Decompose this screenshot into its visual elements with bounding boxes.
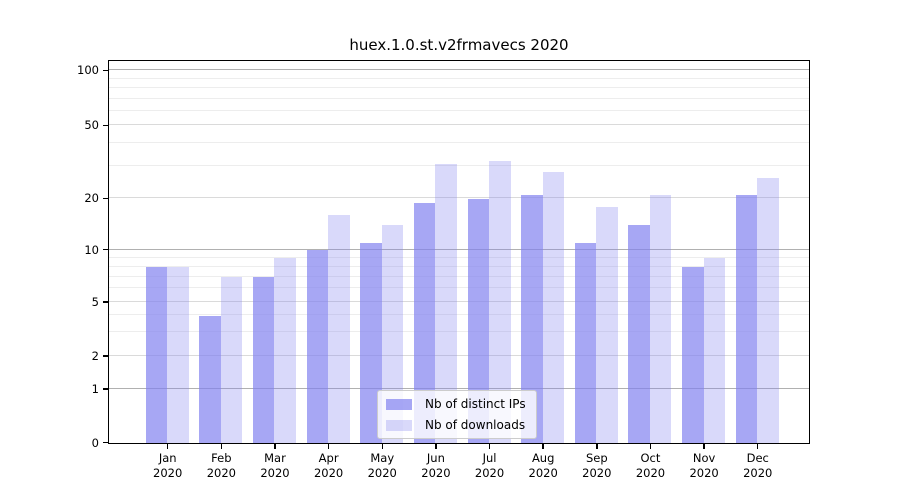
x-tick: [703, 444, 705, 449]
bar-jul-distinct-ips: [467, 198, 490, 443]
y-tick: [103, 197, 108, 200]
x-tick: [596, 444, 598, 449]
y-tick-label-50: 50: [84, 118, 99, 133]
bar-aug-distinct-ips: [521, 194, 543, 443]
y-tick-label-0: 0: [91, 435, 99, 450]
gridline-major-5: [109, 300, 809, 302]
gridline-minor-7: [109, 275, 809, 277]
bar-feb-downloads: [220, 277, 243, 443]
gridline-minor-90: [109, 77, 809, 79]
bar-nov-distinct-ips: [682, 267, 704, 443]
y-tick: [103, 388, 108, 390]
y-tick: [103, 301, 108, 303]
gridline-minor-4: [109, 314, 809, 316]
y-tick: [103, 124, 108, 127]
y-tick: [103, 355, 108, 357]
gridline-minor-80: [109, 87, 809, 88]
bar-may-distinct-ips: [360, 243, 382, 443]
legend-swatch-downloads: [386, 419, 412, 431]
legend-swatch-distinct-ips: [386, 398, 412, 410]
x-tick: [435, 444, 437, 449]
bar-oct-distinct-ips: [628, 225, 650, 443]
gridline-major-10: [109, 248, 809, 250]
gridline-major-50: [109, 124, 809, 126]
x-tick-label-jul: Jul 2020: [474, 451, 505, 480]
bar-dec-distinct-ips: [735, 194, 758, 443]
x-tick: [488, 444, 491, 449]
x-tick: [381, 444, 383, 449]
bar-mar-downloads: [274, 258, 296, 443]
bar-apr-downloads: [328, 215, 350, 443]
y-tick-label-20: 20: [84, 191, 99, 206]
plot-area: Nb of distinct IPs Nb of downloads: [108, 60, 810, 444]
x-tick-label-dec: Dec 2020: [743, 451, 773, 480]
gridline-minor-8: [109, 265, 809, 267]
chart-title: huex.1.0.st.v2frmavecs 2020: [349, 36, 569, 54]
gridline-major-100: [109, 69, 809, 71]
x-tick-label-mar: Mar 2020: [260, 451, 290, 480]
x-tick: [649, 444, 652, 449]
y-tick: [103, 248, 108, 251]
gridline-minor-60: [109, 109, 809, 111]
legend-label-distinct-ips: Nb of distinct IPs: [425, 397, 526, 411]
bar-oct-downloads: [649, 194, 672, 443]
y-tick: [103, 441, 108, 444]
x-tick-label-jan: Jan 2020: [153, 451, 183, 480]
legend: Nb of distinct IPs Nb of downloads: [377, 390, 537, 439]
legend-label-downloads: Nb of downloads: [425, 418, 526, 432]
x-tick: [542, 444, 544, 449]
x-tick: [756, 444, 759, 449]
x-tick-label-nov: Nov 2020: [689, 451, 719, 480]
y-tick-label-1: 1: [91, 381, 99, 396]
bar-jan-downloads: [167, 267, 189, 443]
bar-sep-distinct-ips: [574, 243, 597, 443]
gridline-minor-30: [109, 164, 809, 166]
y-tick-label-100: 100: [77, 63, 99, 78]
x-tick-label-oct: Oct 2020: [635, 451, 666, 480]
bar-dec-downloads: [757, 177, 779, 443]
gridline-minor-6: [109, 287, 809, 289]
x-tick: [274, 444, 276, 449]
gridline-minor-40: [109, 142, 809, 144]
gridline-major-2: [109, 355, 809, 356]
bar-aug-downloads: [542, 172, 565, 443]
gridline-major-20: [109, 197, 809, 199]
bar-jan-distinct-ips: [145, 267, 168, 443]
gridline-minor-70: [109, 97, 809, 99]
legend-entry-downloads: Nb of downloads: [386, 418, 526, 432]
x-tick-label-sep: Sep 2020: [582, 451, 612, 480]
bar-feb-distinct-ips: [199, 315, 221, 443]
bar-mar-distinct-ips: [252, 277, 275, 443]
bar-nov-downloads: [703, 258, 726, 443]
y-tick-label-5: 5: [91, 294, 99, 309]
x-tick: [327, 444, 330, 449]
bar-jun-distinct-ips: [413, 202, 436, 443]
y-tick-label-10: 10: [84, 242, 99, 257]
x-tick: [220, 444, 223, 449]
x-tick-label-may: May 2020: [367, 451, 397, 480]
bar-jul-downloads: [489, 161, 511, 443]
bar-sep-downloads: [596, 206, 618, 443]
gridline-major-1: [109, 387, 809, 389]
gridline-minor-9: [109, 256, 809, 258]
x-tick-label-feb: Feb 2020: [206, 451, 236, 480]
x-tick-label-aug: Aug 2020: [528, 451, 558, 480]
y-tick-label-2: 2: [91, 349, 99, 363]
gridline-minor-3: [109, 331, 809, 333]
bar-apr-distinct-ips: [306, 250, 329, 443]
x-tick-label-jun: Jun 2020: [421, 451, 451, 480]
bar-may-downloads: [381, 225, 404, 443]
x-tick-label-apr: Apr 2020: [313, 451, 344, 480]
bar-jun-downloads: [435, 163, 457, 443]
x-tick: [166, 444, 169, 449]
y-tick: [103, 69, 108, 72]
legend-entry-distinct-ips: Nb of distinct IPs: [386, 397, 526, 411]
